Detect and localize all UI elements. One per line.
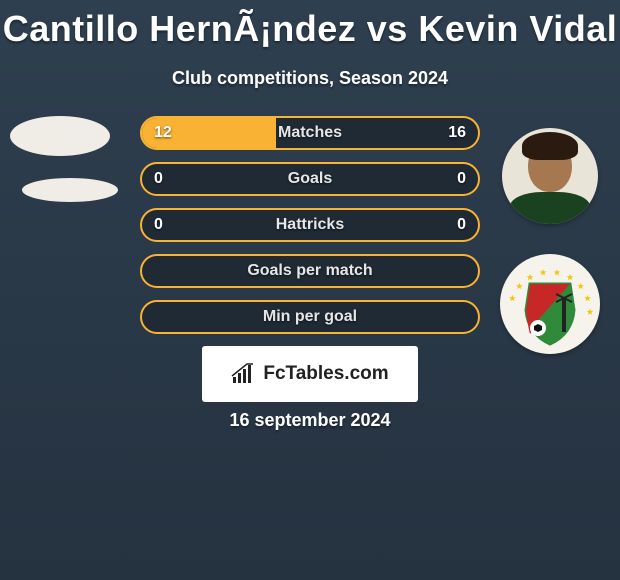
crest-star-icon bbox=[567, 274, 574, 280]
stat-row: Hattricks0 0 bbox=[140, 208, 480, 242]
crest-star-icon bbox=[587, 309, 594, 315]
stat-row: Min per goal bbox=[140, 300, 480, 334]
avatar-player-right bbox=[502, 128, 598, 224]
stat-row: Goals0 0 bbox=[140, 162, 480, 196]
stat-value-left: 0 bbox=[154, 208, 163, 242]
crest-tower bbox=[562, 298, 566, 332]
stat-label: Min per goal bbox=[140, 300, 480, 334]
stat-label: Matches bbox=[140, 116, 480, 150]
avatar-torso bbox=[510, 192, 590, 224]
crest-star-icon bbox=[527, 274, 534, 280]
crest-club-right bbox=[500, 254, 600, 354]
crest-star-icon bbox=[516, 283, 523, 289]
crest-star-icon bbox=[577, 283, 584, 289]
page-title: Cantillo HernÃ¡ndez vs Kevin Vidal bbox=[0, 0, 620, 50]
stat-row: Goals per match bbox=[140, 254, 480, 288]
crest-star-icon bbox=[540, 269, 547, 275]
stat-value-right: 0 bbox=[457, 208, 466, 242]
crest-star-icon bbox=[584, 295, 591, 301]
stat-label: Hattricks bbox=[140, 208, 480, 242]
crest-star-icon bbox=[554, 269, 561, 275]
stat-label: Goals bbox=[140, 162, 480, 196]
stat-value-right: 0 bbox=[457, 162, 466, 196]
stats-panel: Matches1216Goals00Hattricks00Goals per m… bbox=[140, 116, 480, 346]
stat-value-left: 0 bbox=[154, 162, 163, 196]
page-subtitle: Club competitions, Season 2024 bbox=[0, 68, 620, 89]
avatar-player-left bbox=[10, 116, 110, 156]
stat-label: Goals per match bbox=[140, 254, 480, 288]
brand-text: FcTables.com bbox=[263, 363, 388, 385]
brand-chart-icon bbox=[231, 363, 257, 385]
date-text: 16 september 2024 bbox=[0, 410, 620, 431]
crest-club-left bbox=[22, 178, 118, 202]
crest-star-icon bbox=[509, 295, 516, 301]
stat-value-left: 12 bbox=[154, 116, 172, 150]
stat-value-right: 16 bbox=[448, 116, 466, 150]
stat-row: Matches12 16 bbox=[140, 116, 480, 150]
avatar-hair bbox=[522, 132, 578, 160]
crest-svg bbox=[500, 254, 600, 354]
brand-box: FcTables.com bbox=[202, 346, 418, 402]
